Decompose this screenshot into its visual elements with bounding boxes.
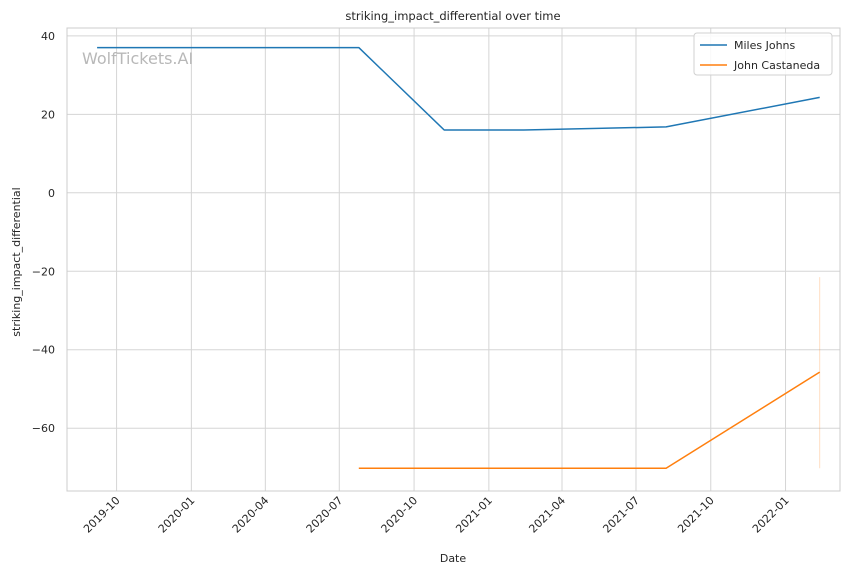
x-tick-label: 2020-07 xyxy=(304,494,346,536)
series-line-1 xyxy=(97,46,820,131)
legend-label: John Castaneda xyxy=(733,59,820,72)
y-tick-label: 40 xyxy=(41,30,55,43)
x-tick-label: 2020-10 xyxy=(379,494,421,536)
x-axis-ticks: 2019-10 2020-01 2020-04 2020-07 2020-10 2021-… xyxy=(81,494,792,536)
x-tick-label: 2021-07 xyxy=(600,494,642,536)
y-axis-title: striking_impact_differential xyxy=(10,187,23,336)
series-layer xyxy=(97,46,821,469)
legend-label: Miles Johns xyxy=(734,39,796,52)
x-tick-label: 2021-04 xyxy=(526,494,568,536)
y-tick-label: −20 xyxy=(32,265,55,278)
x-axis-title: Date xyxy=(440,552,467,565)
legend-frame xyxy=(693,32,833,76)
chart-title: striking_impact_differential over time xyxy=(345,9,560,23)
y-axis-ticks: −60 −40 −20 0 20 40 xyxy=(32,30,55,435)
plot-frame xyxy=(66,27,841,492)
y-tick-label: −40 xyxy=(32,344,55,357)
series-line-2 xyxy=(358,371,821,469)
legend: Miles Johns John Castaneda xyxy=(693,32,833,76)
watermark-text: WolfTickets.AI xyxy=(82,49,193,68)
x-tick-label: 2021-10 xyxy=(675,494,717,536)
x-tick-label: 2020-01 xyxy=(156,494,198,536)
x-tick-label: 2019-10 xyxy=(81,494,123,536)
y-tick-label: −60 xyxy=(32,422,55,435)
x-tick-label: 2022-01 xyxy=(750,494,792,536)
x-tick-label: 2021-01 xyxy=(453,494,495,536)
grid-lines xyxy=(67,28,840,491)
y-tick-label: 0 xyxy=(48,187,55,200)
x-tick-label: 2020-04 xyxy=(230,494,272,536)
y-tick-label: 20 xyxy=(41,108,55,121)
